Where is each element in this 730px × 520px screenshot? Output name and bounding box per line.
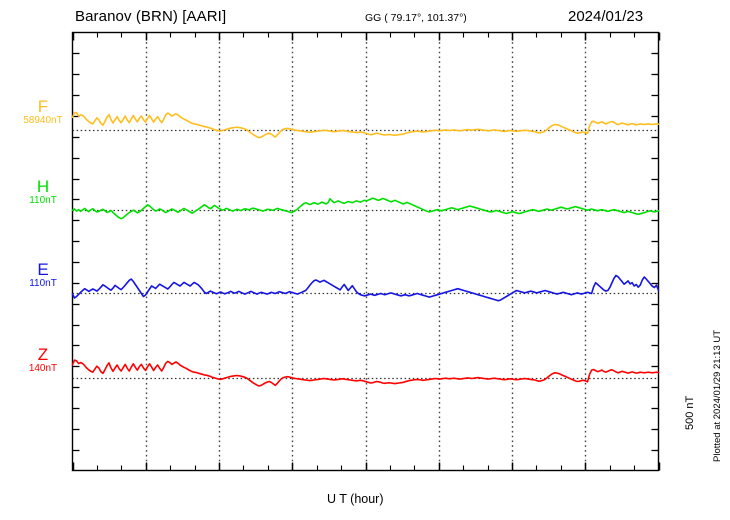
component-letter: Z <box>37 345 49 364</box>
component-label-h: H 110nT <box>16 178 70 207</box>
component-letter: E <box>37 260 49 279</box>
observation-date: 2024/01/23 <box>568 8 644 25</box>
trace-h <box>71 197 660 220</box>
component-label-f: F 58940nT <box>16 98 70 127</box>
scale-bar-label: 500 nT <box>684 395 696 430</box>
plotted-at-text: Plotted at 2024/01/29 21:13 UT <box>712 329 723 462</box>
component-label-e: E 110nT <box>16 261 70 290</box>
component-baseline-value: 110nT <box>29 278 57 289</box>
station-title: Baranov (BRN) [AARI] <box>75 8 227 25</box>
component-baseline-value: 58940nT <box>23 115 63 126</box>
component-baseline-value: 140nT <box>28 363 58 374</box>
component-letter: H <box>36 177 50 196</box>
xaxis-title: U T (hour) <box>327 492 384 506</box>
trace-z <box>71 359 660 387</box>
geographic-coordinates: GG ( 79.17°, 101.37°) <box>365 12 467 24</box>
component-letter: F <box>37 97 49 116</box>
component-label-z: Z 140nT <box>16 346 70 375</box>
plot-frame <box>71 31 660 472</box>
trace-f <box>71 111 660 139</box>
trace-e <box>71 274 660 302</box>
component-baseline-value: 110nT <box>29 195 57 206</box>
